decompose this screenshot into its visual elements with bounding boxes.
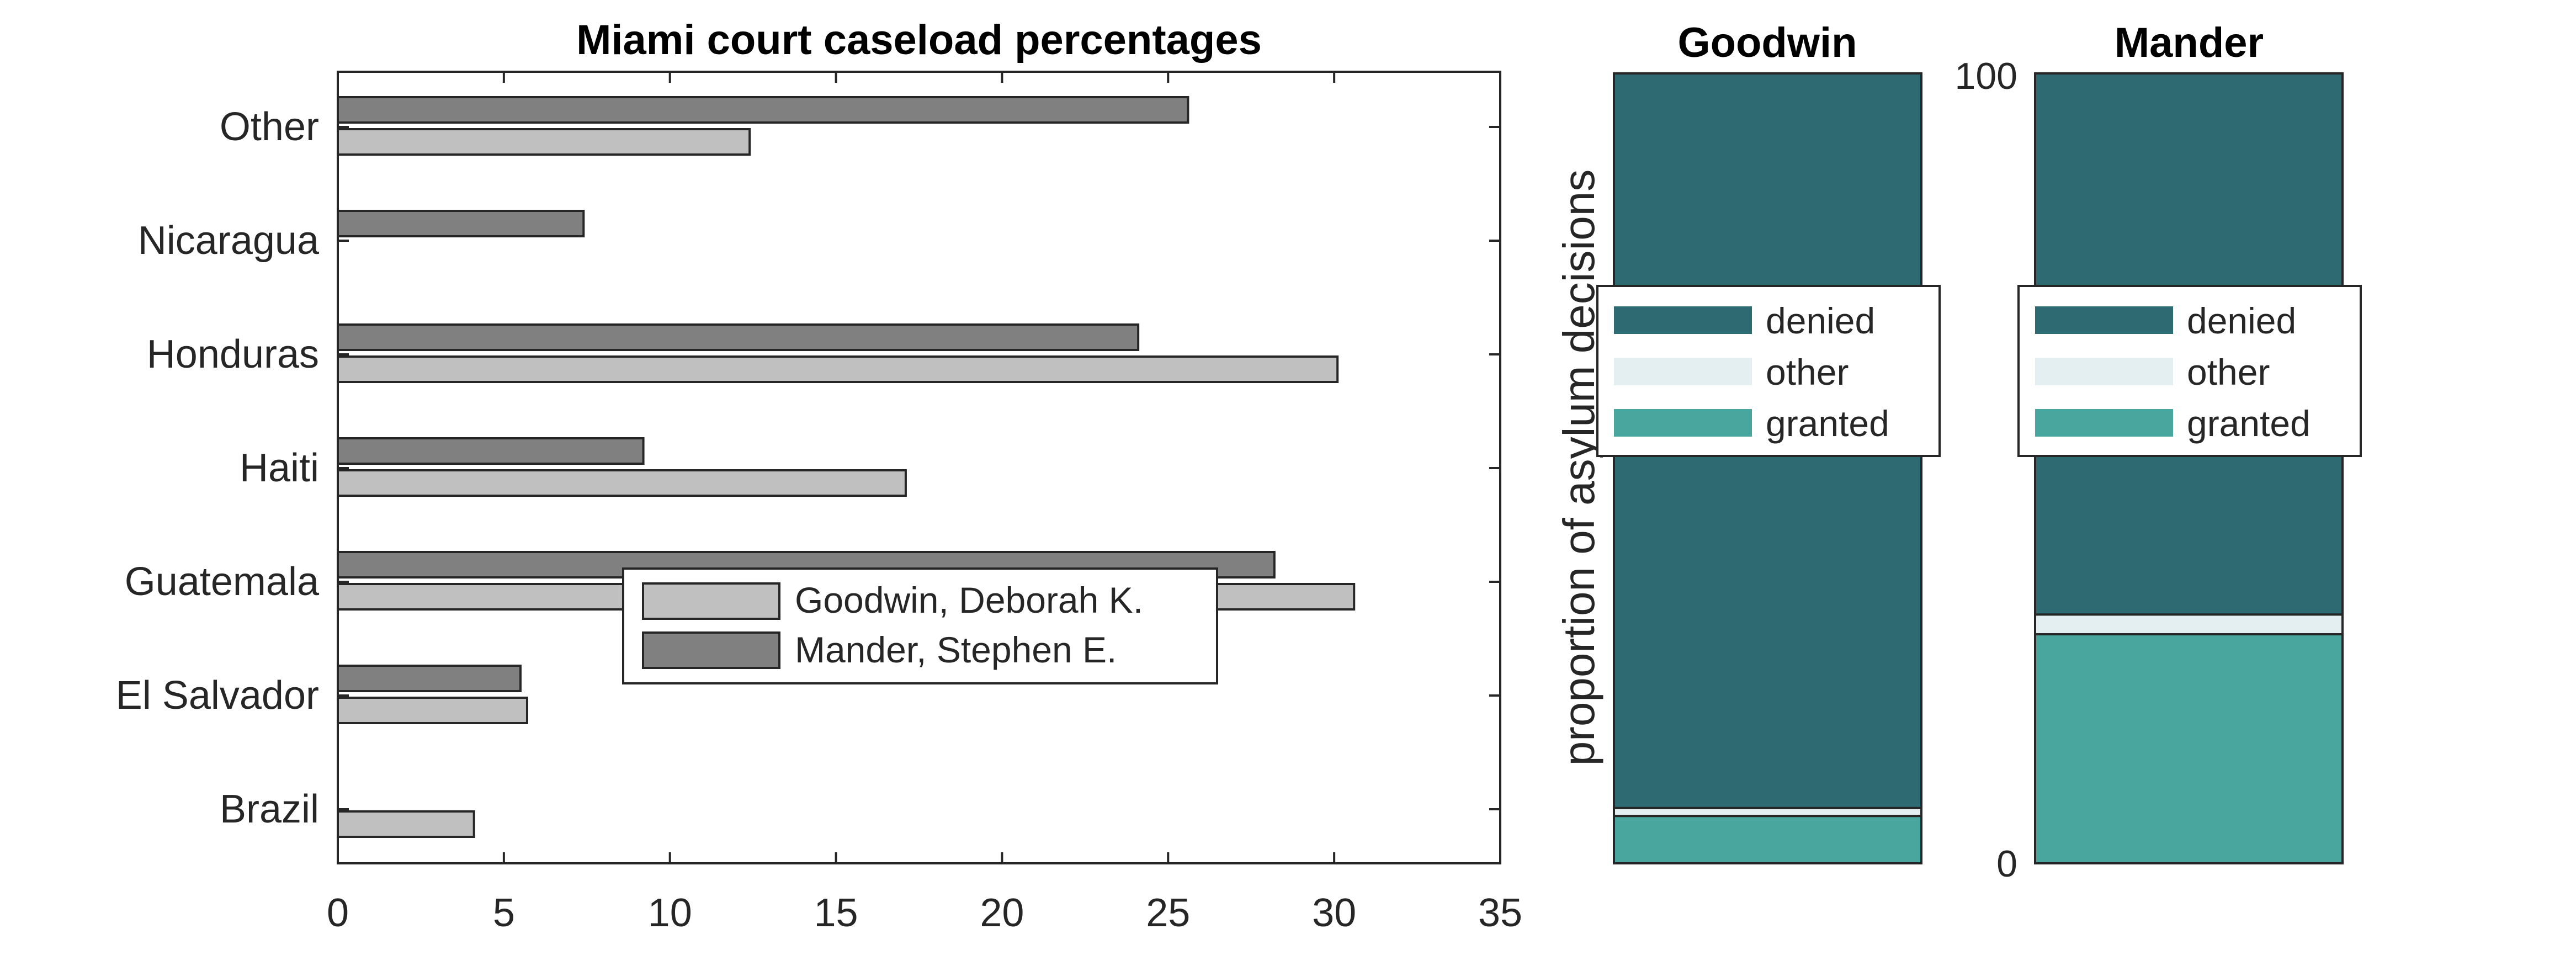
legend-label-denied: denied [1766,300,1875,341]
category-label-nicaragua: Nicaragua [138,219,320,263]
x-tick-label-5: 5 [493,891,515,935]
category-label-guatemala: Guatemala [125,560,320,604]
panel-mander: Mander denied other granted [2017,19,2362,864]
legend-swatch-other [2035,358,2173,385]
x-tick-label-0: 0 [327,891,349,935]
x-tick-label-25: 25 [1146,891,1190,935]
legend-swatch-other [1614,358,1752,385]
bar-goodwin-honduras [337,355,1339,383]
legend-label-denied: denied [2187,300,2296,341]
legend-swatch-mander [642,631,780,669]
segment-other-goodwin [1613,806,1922,818]
panel-title-goodwin: Goodwin [1677,19,1857,66]
x-tick-label-30: 30 [1312,891,1356,935]
x-tick-label-15: 15 [814,891,858,935]
bar-goodwin-other [337,128,751,156]
category-label-brazil: Brazil [220,787,319,831]
category-label-honduras: Honduras [147,332,319,376]
segment-granted-mander [2034,633,2344,864]
bar-mander-other [337,96,1189,124]
bar-goodwin-haiti [337,469,907,497]
category-label-el-salvador: El Salvador [116,673,319,718]
legend: Goodwin, Deborah K. Mander, Stephen E. [622,567,1218,684]
bar-goodwin-brazil [337,810,475,838]
legend-swatch-granted [2035,409,2173,437]
x-tick-label-20: 20 [980,891,1024,935]
legend-label-granted: granted [1766,403,1889,444]
category-label-haiti: Haiti [240,446,319,490]
bar-goodwin-el-salvador [337,697,528,724]
y-tick-label-0: 0 [1996,843,2017,885]
decision-chart: proportion of asylum decisions 100 0 Goo… [1554,19,2362,885]
y-tick-label-100: 100 [1955,55,2017,97]
plot-area [338,72,1500,863]
legend-swatch-denied [2035,306,2173,334]
legend-swatch-goodwin [642,582,780,620]
bar-mander-honduras [337,323,1140,351]
legend-label-granted: granted [2187,403,2311,444]
bar-mander-el-salvador [337,665,522,692]
y-axis-label: proportion of asylum decisions [1554,169,1603,766]
caseload-chart: Miami court caseload percentages Brazil E… [116,17,1522,935]
chart-title: Miami court caseload percentages [576,17,1262,63]
legend-label-other: other [1766,352,1849,392]
x-tick-label-10: 10 [648,891,692,935]
segment-granted-goodwin [1613,815,1922,865]
category-label-other: Other [220,105,319,149]
x-tick-label-35: 35 [1478,891,1522,935]
panel-goodwin: Goodwin denied other granted [1596,19,1941,865]
panel-title-mander: Mander [2115,19,2264,66]
segment-other-mander [2034,613,2344,636]
legend-label-mander: Mander, Stephen E. [795,629,1117,670]
legend-swatch-granted [1614,409,1752,437]
legend-label-goodwin: Goodwin, Deborah K. [795,580,1143,620]
bar-mander-haiti [337,437,645,465]
legend-label-other: other [2187,352,2270,392]
legend-swatch-denied [1614,306,1752,334]
bar-mander-nicaragua [337,210,585,237]
